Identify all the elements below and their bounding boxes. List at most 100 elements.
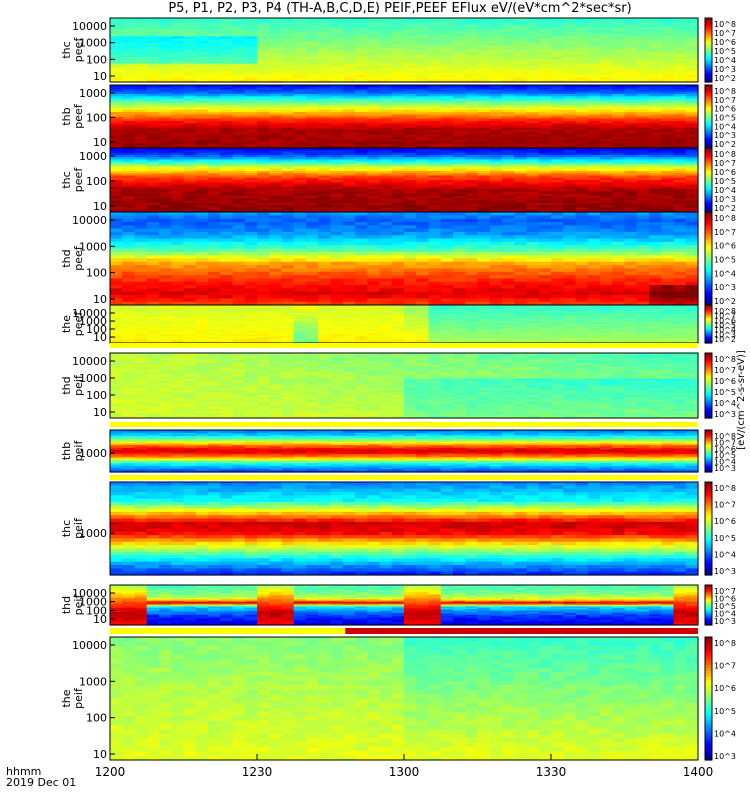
spectrogram-cell <box>428 241 442 246</box>
spectrogram-cell <box>379 150 393 154</box>
spectrogram-cell <box>538 189 552 193</box>
panel-frame <box>109 17 699 83</box>
spectrogram-cell <box>612 196 626 199</box>
spectrogram-cell <box>220 265 234 270</box>
spectrogram-cell <box>134 205 148 209</box>
spectrogram-cell <box>587 31 601 35</box>
spectrogram-cell <box>257 105 270 109</box>
spectrogram-cell <box>453 50 466 53</box>
spectrogram-cell <box>379 166 393 170</box>
spectrogram-cell <box>355 148 368 151</box>
spectrogram-cell <box>489 112 503 115</box>
spectrogram-cell <box>453 85 466 88</box>
spectrogram-cell <box>244 177 258 181</box>
spectrogram-cell <box>342 186 356 190</box>
spectrogram-cell <box>465 107 479 111</box>
spectrogram-cell <box>600 98 613 102</box>
spectrogram-cell <box>673 91 687 95</box>
spectrogram-cell <box>318 116 332 120</box>
spectrogram-cell <box>685 91 699 95</box>
spectrogram-cell <box>306 301 319 306</box>
spectrogram-cell <box>244 72 258 76</box>
spectrogram-cell <box>551 85 564 88</box>
spectrogram-cell <box>636 36 650 40</box>
spectrogram-cell <box>649 103 662 106</box>
spectrogram-cell <box>171 130 185 133</box>
spectrogram-cell <box>538 186 552 190</box>
spectrogram-cell <box>416 56 430 60</box>
spectrogram-cell <box>244 118 258 122</box>
spectrogram-cell <box>293 139 307 142</box>
spectrogram-cell <box>416 141 430 145</box>
spectrogram-cell <box>318 241 332 246</box>
spectrogram-cell <box>600 31 613 35</box>
spectrogram-cell <box>367 40 381 44</box>
spectrogram-cell <box>183 291 197 296</box>
spectrogram-cell <box>330 109 344 113</box>
spectrogram-cell <box>673 161 687 165</box>
spectrogram-cell <box>502 159 515 163</box>
spectrogram-cell <box>159 212 172 216</box>
spectrogram-cell <box>159 91 172 95</box>
spectrogram-cell <box>379 118 393 122</box>
spectrogram-cell <box>636 145 650 149</box>
spectrogram-cell <box>440 77 454 81</box>
spectrogram-cell <box>110 31 123 35</box>
spectrogram-cell <box>465 196 479 199</box>
spectrogram-cell <box>146 96 160 100</box>
spectrogram-cell <box>465 109 479 113</box>
spectrogram-cell <box>330 105 344 109</box>
spectrogram-cell <box>391 152 405 156</box>
spectrogram-cell <box>220 196 234 199</box>
spectrogram-cell <box>624 22 638 26</box>
spectrogram-cell <box>600 89 613 93</box>
spectrogram-cell <box>171 198 185 202</box>
spectrogram-cell <box>514 164 528 167</box>
spectrogram-cell <box>379 177 393 181</box>
spectrogram-cell <box>122 265 136 270</box>
spectrogram-cell <box>293 114 307 118</box>
spectrogram-cell <box>575 157 589 161</box>
spectrogram-cell <box>195 59 209 63</box>
spectrogram-cell <box>293 248 307 253</box>
spectrogram-cell <box>355 186 368 190</box>
spectrogram-cell <box>367 75 381 79</box>
spectrogram-cell <box>575 191 589 195</box>
spectrogram-cell <box>465 170 479 174</box>
spectrogram-cell <box>453 43 466 47</box>
spectrogram-cell <box>477 145 491 149</box>
spectrogram-cell <box>306 18 319 21</box>
spectrogram-cell <box>330 34 344 37</box>
spectrogram-cell <box>306 177 319 181</box>
spectrogram-cell <box>612 89 626 93</box>
spectrogram-cell <box>404 268 417 273</box>
spectrogram-cell <box>146 47 160 51</box>
spectrogram-cell <box>355 275 368 280</box>
spectrogram-cell <box>183 189 197 193</box>
spectrogram-cell <box>134 218 148 223</box>
spectrogram-cell <box>538 59 552 63</box>
spectrogram-cell <box>146 121 160 124</box>
spectrogram-cell <box>281 271 295 276</box>
spectrogram-cell <box>122 70 136 74</box>
spectrogram-cell <box>404 79 417 83</box>
spectrogram-cell <box>685 72 699 76</box>
spectrogram-cell <box>428 231 442 236</box>
spectrogram-cell <box>171 72 185 76</box>
spectrogram-cell <box>110 70 123 74</box>
spectrogram-cell <box>514 68 528 72</box>
spectrogram-cell <box>440 36 454 40</box>
spectrogram-cell <box>134 45 148 49</box>
spectrogram-cell <box>232 209 246 213</box>
spectrogram-cell <box>342 202 356 206</box>
spectrogram-cell <box>391 50 405 53</box>
spectrogram-cell <box>195 72 209 76</box>
spectrogram-cell <box>122 50 136 53</box>
spectrogram-cell <box>600 184 613 188</box>
spectrogram-cell <box>551 79 564 83</box>
spectrogram-cell <box>195 221 209 226</box>
spectrogram-cell <box>649 61 662 65</box>
spectrogram-cell <box>293 182 307 186</box>
spectrogram-cell <box>330 265 344 270</box>
spectrogram-cell <box>257 154 270 158</box>
